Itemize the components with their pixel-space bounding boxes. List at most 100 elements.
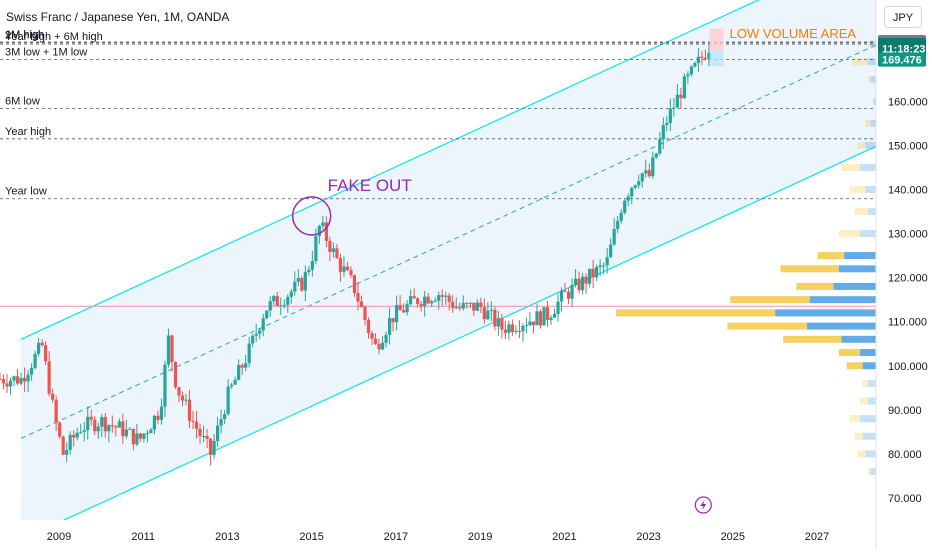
vp-row-down <box>780 265 839 273</box>
candle-body-up <box>682 76 686 99</box>
y-tick-label: 120.000 <box>888 273 928 285</box>
candle-body-down <box>58 422 62 437</box>
candle-body-up <box>507 324 511 333</box>
vp-row-down <box>817 252 845 260</box>
candle-body-up <box>212 440 216 455</box>
candle-body-up <box>303 272 307 291</box>
x-tick-label: 2021 <box>552 531 576 543</box>
candle-body-down <box>482 307 486 320</box>
vp-row-down <box>857 450 866 458</box>
candle-body-down <box>110 425 114 427</box>
candle-body-down <box>440 295 444 297</box>
candle-body-up <box>117 421 121 428</box>
candle-body-down <box>40 342 44 346</box>
candle-body-down <box>591 268 595 278</box>
vp-row-down <box>838 230 861 238</box>
candle-body-up <box>26 374 30 382</box>
candle-body-up <box>86 416 90 431</box>
candle-body-down <box>451 301 455 309</box>
candle-body-up <box>223 414 227 420</box>
candle-body-down <box>198 428 202 437</box>
vp-row-up <box>860 349 876 357</box>
level-label: 6M low <box>5 95 40 107</box>
candle-body-down <box>584 276 588 284</box>
candle-body-down <box>208 438 213 455</box>
candle-body-down <box>5 383 9 387</box>
level-label: 3M low + 1M low <box>5 47 87 59</box>
level-label: 1M high <box>5 29 44 41</box>
candle-body-up <box>496 318 500 327</box>
x-tick-label: 2017 <box>384 531 408 543</box>
vp-row-up <box>868 379 876 387</box>
x-tick-label: 2015 <box>299 531 323 543</box>
candle-body-up <box>215 425 220 441</box>
candle-body-up <box>289 291 293 297</box>
candle-body-down <box>458 307 462 309</box>
candle-body-up <box>265 310 269 319</box>
candle-body-down <box>187 399 192 421</box>
candle-body-up <box>689 66 693 75</box>
vp-row-up <box>860 415 876 423</box>
level-label: Year high + 6M high <box>5 31 103 43</box>
candle-body-up <box>454 307 458 309</box>
candle-body-up <box>637 181 641 186</box>
candle-body-down <box>114 426 118 428</box>
candle-body-up <box>128 428 132 430</box>
candle-body-up <box>602 265 606 267</box>
candle-body-down <box>349 270 353 276</box>
candle-body-up <box>693 63 697 67</box>
vp-row-down <box>730 296 810 304</box>
candle-body-up <box>380 342 385 350</box>
low-volume-label: LOW VOLUME AREA <box>730 26 857 41</box>
candle-body-up <box>661 125 665 140</box>
candle-body-up <box>279 305 283 307</box>
candle-body-up <box>514 330 518 332</box>
candle-body-up <box>272 296 276 302</box>
candle-body-up <box>79 431 83 433</box>
candle-body-up <box>468 302 472 304</box>
candle-body-down <box>138 433 142 439</box>
time-axis-bg <box>0 520 932 550</box>
candle-body-down <box>500 318 504 330</box>
candle-body-up <box>124 429 128 437</box>
candle-body-down <box>156 415 160 420</box>
candle-body-up <box>244 363 248 368</box>
candle-body-up <box>387 318 392 335</box>
candle-body-up <box>314 236 318 262</box>
lightning-icon <box>700 500 707 510</box>
price-tag: 169.476 <box>878 52 926 67</box>
candle-body-up <box>658 139 662 154</box>
candle-body-down <box>377 344 381 350</box>
price-tag-text: 11:18:23 <box>882 43 925 55</box>
candle-body-up <box>307 269 311 273</box>
candle-body-down <box>479 302 483 308</box>
candle-body-down <box>563 290 567 292</box>
vp-row-up <box>860 230 876 238</box>
candle-body-down <box>1 379 6 384</box>
candle-body-down <box>577 278 581 291</box>
candle-body-up <box>528 321 532 326</box>
candle-body-up <box>630 187 634 197</box>
candle-body-down <box>328 240 332 252</box>
candle-body-down <box>338 258 343 272</box>
candle-body-up <box>331 248 336 252</box>
candle-body-down <box>131 428 135 445</box>
candle-body-down <box>538 311 543 326</box>
candle-body-down <box>44 345 48 362</box>
candle-body-up <box>251 335 255 344</box>
candle-body-up <box>230 384 234 387</box>
candle-body-down <box>566 291 571 299</box>
currency-selector-button[interactable]: JPY <box>884 6 922 28</box>
vp-row-up <box>860 163 876 171</box>
candle-body-up <box>651 157 655 177</box>
y-tick-label: 160.000 <box>888 96 928 108</box>
candle-body-down <box>0 378 2 380</box>
candle-body-up <box>268 301 272 311</box>
vp-row-down <box>838 349 861 357</box>
candle-body-up <box>609 244 613 258</box>
vp-row-down <box>868 75 871 83</box>
candle-body-up <box>556 301 560 315</box>
vp-row-up <box>841 335 876 343</box>
candle-body-up <box>595 267 599 278</box>
